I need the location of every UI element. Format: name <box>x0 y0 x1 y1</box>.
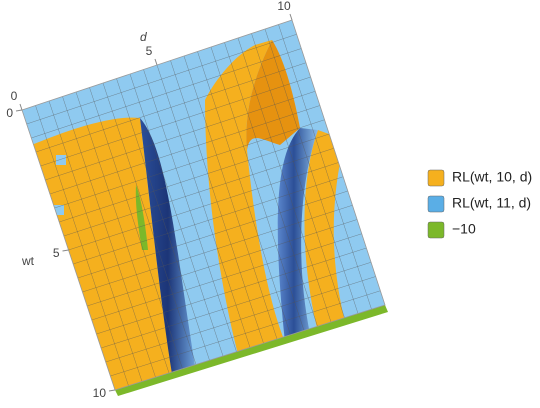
mesh-line <box>82 205 353 293</box>
y-tick <box>108 389 116 392</box>
x-tick-label: 5 <box>146 44 153 58</box>
mesh-line <box>183 55 278 340</box>
mesh-line <box>96 247 367 335</box>
mesh-line <box>100 262 372 349</box>
x-tick <box>154 58 158 66</box>
legend-swatch <box>427 169 445 187</box>
mesh-line <box>264 28 359 314</box>
x-tick <box>289 13 293 21</box>
region-orange <box>205 40 285 354</box>
x-tick <box>19 103 23 111</box>
mesh-line <box>197 51 291 335</box>
legend-swatch <box>427 221 445 239</box>
mesh-line <box>105 276 376 363</box>
surface <box>21 19 388 396</box>
surface-border <box>21 19 386 391</box>
y-axis-label: wt <box>21 254 35 268</box>
mesh-line <box>170 60 264 344</box>
y-tick-label: 5 <box>53 246 60 260</box>
mesh-line <box>87 219 358 307</box>
mesh-line <box>278 24 372 310</box>
trough <box>140 118 196 374</box>
mesh-line <box>224 42 318 327</box>
surface-edge <box>115 305 388 396</box>
y-tick <box>15 109 23 112</box>
mesh <box>26 24 381 386</box>
region-blue <box>56 155 66 165</box>
mesh-line <box>73 176 344 265</box>
y-tick-label: 10 <box>93 386 107 400</box>
y-tick-label: 0 <box>6 106 13 120</box>
legend: RL(wt, 10, d) RL(wt, 11, d) −10 <box>427 169 532 239</box>
region-blue <box>52 205 64 215</box>
y-tick <box>62 249 69 252</box>
mesh-line <box>251 33 345 318</box>
legend-swatch <box>427 195 445 213</box>
x-tick-label: 10 <box>277 0 291 13</box>
mesh-line <box>110 290 381 377</box>
mesh-line <box>237 37 332 323</box>
x-axis-label: d <box>140 30 147 44</box>
legend-label: RL(wt, 11, d) <box>452 195 531 211</box>
x-tick-label: 0 <box>11 89 18 103</box>
region-orange-shade <box>246 40 300 150</box>
region-green <box>135 185 148 250</box>
mesh-line <box>77 190 348 279</box>
mesh-line <box>210 46 305 331</box>
legend-label: −10 <box>452 221 476 237</box>
mesh-line <box>91 233 362 321</box>
mesh-line <box>68 162 339 251</box>
legend-label: RL(wt, 10, d) <box>452 169 532 185</box>
